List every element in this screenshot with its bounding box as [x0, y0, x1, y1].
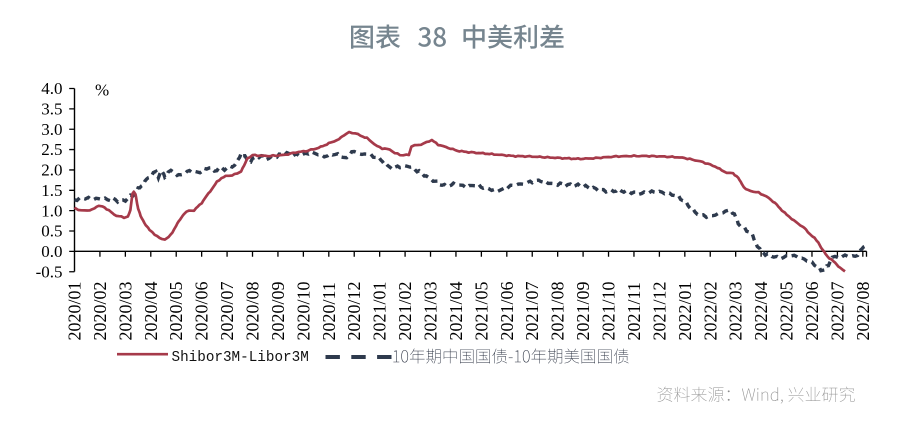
svg-text:2021/08: 2021/08	[548, 281, 568, 340]
svg-text:2022/03: 2022/03	[726, 281, 746, 340]
svg-text:2021/02: 2021/02	[395, 281, 415, 340]
svg-text:2020/02: 2020/02	[90, 281, 110, 340]
svg-text:2020/10: 2020/10	[293, 281, 313, 340]
svg-text:2.0: 2.0	[41, 161, 62, 180]
svg-text:2021/06: 2021/06	[497, 281, 517, 340]
svg-text:2020/09: 2020/09	[268, 281, 288, 340]
svg-text:0.5: 0.5	[41, 222, 62, 241]
svg-text:2020/07: 2020/07	[217, 281, 237, 340]
svg-text:2022/02: 2022/02	[700, 281, 720, 340]
svg-text:2020/08: 2020/08	[243, 281, 263, 340]
svg-text:2021/04: 2021/04	[446, 281, 466, 340]
svg-text:2021/01: 2021/01	[370, 281, 390, 340]
svg-text:2020/06: 2020/06	[192, 281, 212, 340]
svg-text:2020/05: 2020/05	[166, 281, 186, 340]
svg-text:2022/05: 2022/05	[777, 281, 797, 340]
svg-text:Shibor3M-Libor3M: Shibor3M-Libor3M	[172, 350, 309, 366]
svg-text:2021/07: 2021/07	[522, 281, 542, 340]
svg-text:2020/03: 2020/03	[115, 281, 135, 340]
svg-text:2021/03: 2021/03	[421, 281, 441, 340]
svg-text:2.5: 2.5	[41, 140, 62, 159]
svg-text:%: %	[95, 81, 109, 100]
svg-text:3.0: 3.0	[41, 120, 62, 139]
svg-text:2020/11: 2020/11	[319, 282, 339, 340]
svg-text:2022/08: 2022/08	[853, 281, 873, 340]
svg-text:2021/09: 2021/09	[573, 281, 593, 340]
svg-text:2020/01: 2020/01	[65, 281, 85, 340]
svg-text:2020/04: 2020/04	[141, 281, 161, 340]
svg-text:2022/01: 2022/01	[675, 281, 695, 340]
svg-text:1.0: 1.0	[41, 201, 62, 220]
svg-text:2022/04: 2022/04	[751, 281, 771, 340]
svg-text:4.0: 4.0	[41, 79, 62, 98]
svg-text:-0.5: -0.5	[36, 262, 63, 281]
svg-text:2021/11: 2021/11	[624, 282, 644, 340]
svg-text:2022/06: 2022/06	[802, 281, 822, 340]
svg-text:2021/05: 2021/05	[471, 281, 491, 340]
svg-text:1.5: 1.5	[41, 181, 62, 200]
svg-text:2020/12: 2020/12	[344, 281, 364, 340]
svg-text:0.0: 0.0	[41, 242, 62, 261]
svg-text:2021/10: 2021/10	[599, 281, 619, 340]
svg-text:2022/07: 2022/07	[827, 281, 847, 340]
svg-text:3.5: 3.5	[41, 99, 62, 118]
svg-text:2021/12: 2021/12	[649, 281, 669, 340]
